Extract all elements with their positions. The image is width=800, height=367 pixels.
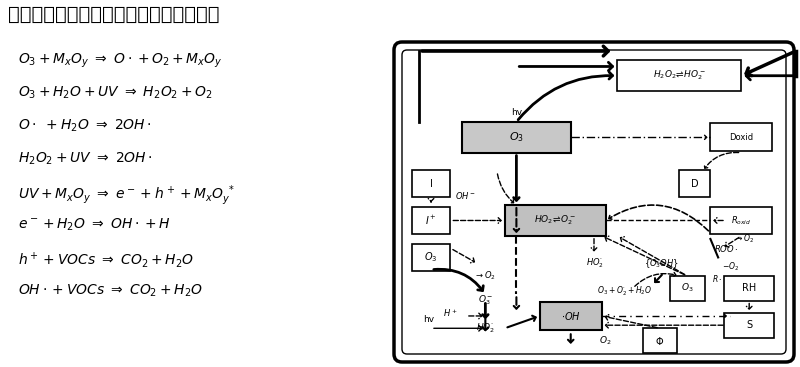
Bar — [679, 170, 710, 197]
Text: $O_2$: $O_2$ — [599, 334, 612, 347]
Text: $O_3$: $O_3$ — [681, 282, 694, 294]
Text: $O_3$: $O_3$ — [424, 251, 438, 264]
Text: $I^+$: $I^+$ — [425, 214, 437, 227]
Text: $OH^-$: $OH^-$ — [455, 190, 477, 201]
Text: $OH\cdot + VOCs$ $\Rightarrow$ $CO_2 + H_2O$: $OH\cdot + VOCs$ $\Rightarrow$ $CO_2 + H… — [18, 283, 203, 299]
Text: $R_{oxid}$: $R_{oxid}$ — [731, 214, 751, 227]
Bar — [412, 244, 450, 271]
Text: $O_3 + H_2O + UV$ $\Rightarrow$ $H_2O_2 + O_2$: $O_3 + H_2O + UV$ $\Rightarrow$ $H_2O_2 … — [18, 85, 213, 101]
Text: $O\cdot\ +H_2O$ $\Rightarrow$ $2OH\cdot$: $O\cdot\ +H_2O$ $\Rightarrow$ $2OH\cdot$ — [18, 118, 152, 134]
Bar — [462, 122, 570, 153]
Bar — [724, 313, 774, 338]
Text: $R\cdot$: $R\cdot$ — [712, 273, 722, 284]
Text: 高效能高級氧化光觸媒技術之反應機制圖: 高效能高級氧化光觸媒技術之反應機制圖 — [8, 5, 219, 24]
Bar — [505, 205, 606, 236]
Bar — [618, 60, 742, 91]
Text: $\rightarrow O_2$: $\rightarrow O_2$ — [734, 233, 754, 245]
Text: RH: RH — [742, 283, 756, 293]
Text: $\Phi$: $\Phi$ — [655, 335, 665, 346]
FancyBboxPatch shape — [394, 42, 794, 362]
Bar — [412, 207, 450, 235]
Text: $O_3^-$: $O_3^-$ — [478, 294, 493, 307]
Text: $\rightarrow O_2$: $\rightarrow O_2$ — [474, 270, 496, 282]
Text: $O_3+O_2^{\cdot}+H_2O$: $O_3+O_2^{\cdot}+H_2O$ — [598, 284, 653, 298]
Text: $H_2O_2 +UV$ $\Rightarrow$ $2OH\cdot$: $H_2O_2 +UV$ $\Rightarrow$ $2OH\cdot$ — [18, 151, 153, 167]
Text: $-O_2$: $-O_2$ — [722, 261, 739, 273]
Bar — [540, 302, 602, 330]
Bar — [710, 123, 773, 151]
Bar — [710, 207, 773, 235]
Text: $\{O_3OH\}$: $\{O_3OH\}$ — [645, 257, 679, 270]
Bar — [670, 276, 705, 301]
Text: $H_2O_2\!\rightleftharpoons\! HO_2^-$: $H_2O_2\!\rightleftharpoons\! HO_2^-$ — [653, 69, 706, 83]
Text: hv: hv — [423, 315, 434, 324]
Text: $UV + M_xO_y$ $\Rightarrow$ $e^- + h^+ +M_xO_y^{\ *}$: $UV + M_xO_y$ $\Rightarrow$ $e^- + h^+ +… — [18, 184, 235, 208]
Text: D: D — [691, 178, 698, 189]
Text: I: I — [430, 178, 433, 189]
Text: $O_3 + M_xO_y$ $\Rightarrow$ $O\cdot + O_2 + M_xO_y$: $O_3 + M_xO_y$ $\Rightarrow$ $O\cdot + O… — [18, 52, 222, 70]
Text: $e^- + H_2O$ $\Rightarrow$ $OH\cdot + H$: $e^- + H_2O$ $\Rightarrow$ $OH\cdot + H$ — [18, 217, 170, 233]
Text: $h^+ + VOCs$ $\Rightarrow$ $CO_2 + H_2O$: $h^+ + VOCs$ $\Rightarrow$ $CO_2 + H_2O$ — [18, 250, 194, 270]
Bar — [412, 170, 450, 197]
Text: $H^+$: $H^+$ — [442, 307, 458, 319]
Text: hv: hv — [511, 108, 522, 117]
Text: $\cdot OH$: $\cdot OH$ — [561, 310, 581, 322]
Bar — [724, 276, 774, 301]
Text: $HO_2^{\cdot}$: $HO_2^{\cdot}$ — [476, 321, 495, 335]
Text: Doxid: Doxid — [730, 133, 754, 142]
Text: $HO_2\!\rightleftharpoons\! O_2^-$: $HO_2\!\rightleftharpoons\! O_2^-$ — [534, 214, 576, 227]
Text: $HO_2^{\cdot}$: $HO_2^{\cdot}$ — [586, 257, 604, 270]
Bar — [642, 328, 678, 353]
Text: S: S — [746, 320, 752, 330]
Text: $ROO\cdot$: $ROO\cdot$ — [714, 243, 738, 254]
Text: $O_3$: $O_3$ — [509, 130, 524, 144]
